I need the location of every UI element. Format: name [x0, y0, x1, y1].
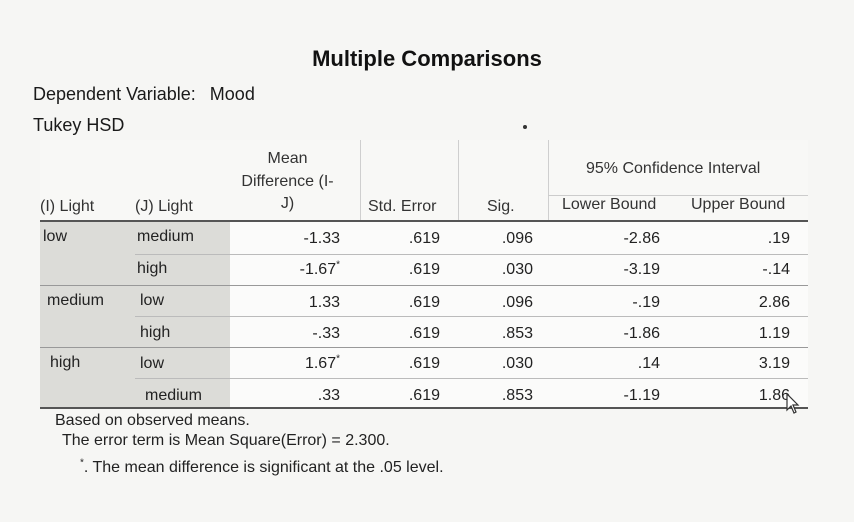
table-title: Multiple Comparisons	[312, 46, 542, 71]
row-label-area	[40, 222, 230, 408]
col-header-mean-diff-line1: Mean	[267, 150, 308, 167]
cell-mean-diff: -.33	[312, 325, 340, 342]
group-rule	[40, 285, 808, 286]
cell-sig: .853	[501, 387, 533, 404]
stray-dot	[523, 125, 527, 129]
cell-mean-diff: 1.67*	[304, 353, 340, 372]
cell-upper-bound: .19	[767, 230, 790, 247]
row-j-light: low	[140, 292, 165, 309]
dependent-variable-value: Mood	[209, 84, 255, 104]
cell-upper-bound: 1.19	[758, 325, 790, 342]
cell-mean-diff: .33	[317, 387, 340, 404]
multiple-comparisons-table: (I) Light (J) Light Mean Difference (I- …	[40, 140, 808, 410]
cell-mean-diff: 1.33	[308, 294, 340, 311]
cell-std-error: .619	[408, 294, 440, 311]
cell-upper-bound: 2.86	[758, 294, 790, 311]
col-header-mean-diff-line2: Difference (I-	[241, 173, 334, 190]
header-divider	[548, 140, 549, 220]
footnote-observed-means: Based on observed means.	[55, 412, 250, 429]
cell-lower-bound: -1.86	[623, 325, 660, 342]
table-header	[40, 140, 808, 222]
cell-upper-bound: 3.19	[758, 355, 790, 372]
cell-std-error: .619	[408, 387, 440, 404]
row-j-light: high	[137, 260, 168, 277]
row-i-light: low	[43, 228, 68, 245]
row-j-light: medium	[145, 387, 202, 404]
cell-sig: .030	[501, 261, 533, 278]
cell-upper-bound: -.14	[762, 261, 790, 278]
cell-std-error: .619	[408, 355, 440, 372]
row-j-light: low	[140, 355, 165, 372]
cell-lower-bound: -1.19	[623, 387, 660, 404]
method-label: Tukey HSD	[33, 115, 125, 135]
col-header-lower-bound: Lower Bound	[562, 196, 657, 213]
ci-group-rule	[548, 195, 808, 196]
col-header-std-error: Std. Error	[368, 198, 437, 215]
header-divider	[360, 140, 361, 220]
col-header-ci-group: 95% Confidence Interval	[586, 160, 761, 177]
cell-mean-diff: -1.67*	[299, 259, 340, 278]
row-i-light: high	[50, 354, 81, 371]
cell-sig: .096	[501, 230, 533, 247]
row-rule	[135, 254, 808, 255]
col-header-upper-bound: Upper Bound	[691, 196, 786, 213]
footnote-significance: *. The mean difference is significant at…	[80, 457, 444, 476]
header-divider	[458, 140, 459, 220]
cell-std-error: .619	[408, 325, 440, 342]
cell-upper-bound: 1.86	[758, 387, 790, 404]
table-bottom-rule	[40, 407, 808, 409]
mouse-cursor-icon	[784, 392, 802, 421]
col-header-i-light: (I) Light	[40, 198, 95, 215]
footnote-error-term: The error term is Mean Square(Error) = 2…	[62, 432, 390, 449]
cell-sig: .096	[501, 294, 533, 311]
cell-lower-bound: -.19	[632, 294, 660, 311]
cell-lower-bound: .14	[637, 355, 660, 372]
col-header-sig: Sig.	[487, 198, 515, 215]
row-rule	[135, 316, 808, 317]
group-rule	[40, 347, 808, 348]
cell-lower-bound: -2.86	[623, 230, 660, 247]
footnote-star: *	[80, 457, 84, 469]
cell-lower-bound: -3.19	[623, 261, 660, 278]
header-bottom-rule	[40, 220, 808, 222]
dependent-variable-label: Dependent Variable:	[33, 84, 196, 104]
cell-mean-diff: -1.33	[303, 230, 340, 247]
cell-sig: .853	[501, 325, 533, 342]
data-area	[230, 222, 808, 408]
row-rule	[135, 378, 808, 379]
col-header-mean-diff-line3: J)	[280, 195, 295, 212]
cell-sig: .030	[501, 355, 533, 372]
dependent-variable-line: Dependent Variable: Mood	[33, 84, 255, 105]
row-i-light: medium	[47, 292, 104, 309]
row-j-light: medium	[137, 228, 194, 245]
cell-std-error: .619	[408, 261, 440, 278]
row-j-light: high	[140, 324, 171, 341]
col-header-j-light: (J) Light	[135, 198, 193, 215]
cell-std-error: .619	[408, 230, 440, 247]
